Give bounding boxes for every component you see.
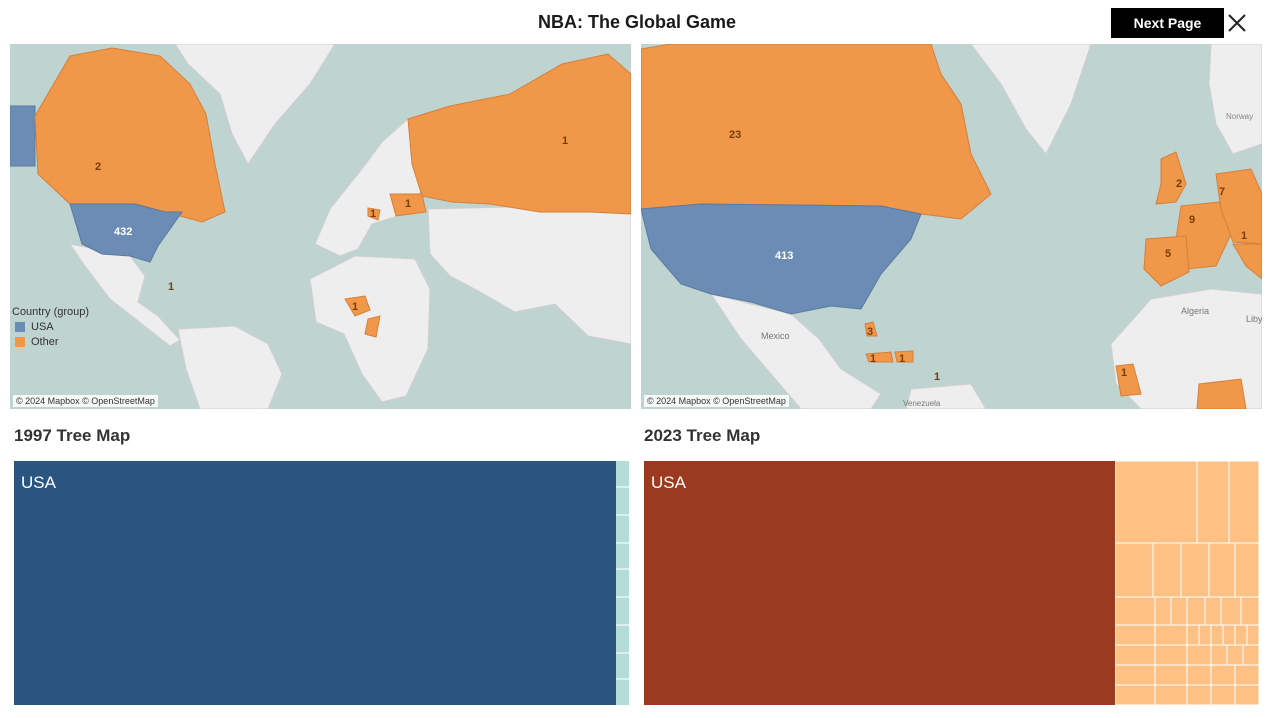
legend-label-other: Other [31,336,59,348]
land-greenland [174,44,336,165]
land-south-america [905,383,987,409]
label-senegal-count: 1 [1121,367,1128,379]
label-ukraine-count: 1 [405,198,412,210]
map-credit[interactable]: © 2024 Mapbox © OpenStreetMap [13,395,158,407]
country-uk[interactable] [1155,151,1187,205]
treemap-1997[interactable]: USA [14,461,629,705]
label-puerto-rico-count: 1 [934,371,941,383]
treemap-label-usa: USA [651,473,686,492]
map-legend: Country (group) USA Other [12,306,89,351]
country-spain[interactable] [1143,235,1190,287]
country-nigeria[interactable] [344,295,371,317]
place-libya: Liby [1246,314,1262,324]
map-2023[interactable]: 413 23 2 9 7 5 3 1 1 1 1 1 Mexico Algeri… [641,44,1262,409]
legend-swatch-usa [15,322,25,332]
country-alaska[interactable] [10,105,36,167]
country-canada[interactable] [641,44,992,220]
tree-1997-title: 1997 Tree Map [14,426,131,445]
country-west-africa[interactable] [1196,378,1247,409]
label-uk-count: 2 [1176,178,1183,190]
next-page-button[interactable]: Next Page [1111,8,1224,38]
country-usa[interactable] [641,203,922,315]
label-france-count: 9 [1189,214,1196,226]
land-asia [427,203,631,345]
label-usa-count: 432 [114,226,133,238]
map-credit[interactable]: © 2024 Mapbox © OpenStreetMap [644,395,789,407]
label-nigeria-count: 1 [352,301,359,313]
country-croatia[interactable] [367,207,381,221]
country-cuba[interactable] [865,351,894,363]
country-germany[interactable] [1215,168,1262,245]
label-cuba-count: 1 [870,353,877,365]
place-algeria: Algeria [1181,306,1210,316]
close-icon[interactable] [1224,10,1250,36]
country-italy[interactable] [1232,243,1262,280]
country-bahamas[interactable] [864,321,878,337]
place-mexico: Mexico [761,331,790,341]
label-italy-count: 1 [1241,230,1248,242]
label-croatia-count: 1 [370,208,377,220]
land-greenland [970,44,1092,155]
legend-item-usa[interactable]: USA [15,321,89,333]
land-south-america [177,325,283,409]
label-bahamas-count: 3 [867,326,874,338]
treemap-cell-usa[interactable]: USA [14,461,616,705]
place-norway: Norway [1226,112,1254,121]
label-canada-count: 23 [729,129,742,141]
country-haiti[interactable] [894,350,914,363]
treemap-label-usa: USA [21,473,56,492]
treemap-cell-usa[interactable]: USA [644,461,1115,705]
treemap-cells-other[interactable] [616,461,629,705]
label-germany-count: 7 [1219,186,1226,198]
land-scandinavia [1208,44,1262,155]
map-1997[interactable]: 432 2 1 1 1 1 1 Country (group) USA Othe… [10,44,631,409]
page-title: NBA: The Global Game [537,12,737,32]
tree-2023-title: 2023 Tree Map [644,426,761,445]
label-canada-count: 2 [95,161,102,173]
country-ukraine[interactable] [389,193,427,217]
country-canada[interactable] [34,47,226,223]
label-haiti-count: 1 [899,353,906,365]
legend-swatch-other [15,337,25,347]
country-congo[interactable] [364,315,381,338]
legend-label-usa: USA [31,321,54,333]
land-mexico [709,293,882,409]
place-venezuela: Venezuela [903,399,941,408]
label-usa-count: 413 [775,250,794,262]
treemap-2023[interactable]: USA [644,461,1259,705]
label-russia-count: 1 [562,135,569,147]
label-caribbean-count: 1 [168,281,175,293]
treemap-cells-other[interactable] [1115,461,1259,705]
country-senegal[interactable] [1115,363,1142,397]
legend-title: Country (group) [12,306,90,318]
label-spain-count: 5 [1165,248,1172,260]
country-russia[interactable] [407,53,631,215]
country-usa[interactable] [69,203,183,263]
legend-item-other[interactable]: Other [15,336,89,348]
